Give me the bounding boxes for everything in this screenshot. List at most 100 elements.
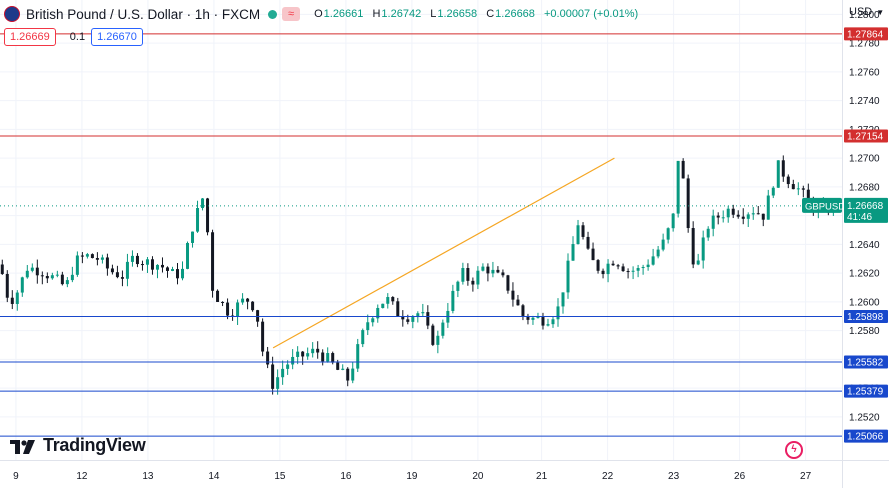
candle-body	[306, 353, 310, 357]
current-price-label: 1.26668	[847, 201, 884, 212]
candle-body	[130, 255, 134, 262]
candle-body	[326, 353, 330, 362]
candle-body	[486, 266, 490, 274]
candle-body	[226, 302, 230, 316]
close-value: 1.26668	[495, 8, 535, 20]
x-tick-label: 13	[142, 471, 154, 482]
candle-body	[751, 213, 755, 215]
candle-body	[241, 298, 245, 303]
y-tick-label: 1.2780	[849, 39, 880, 50]
x-tick-label: 16	[340, 471, 352, 482]
candle-body	[401, 316, 405, 320]
candle-body	[581, 225, 585, 237]
candle-body	[181, 268, 185, 279]
y-tick-label: 1.2620	[849, 269, 880, 280]
symbol-tag	[802, 197, 842, 213]
candle-body	[806, 189, 810, 200]
candle-body	[566, 260, 570, 293]
countdown-label: 41:46	[847, 212, 872, 223]
candle-body	[291, 356, 295, 365]
candle-body	[336, 362, 340, 370]
symbol-title[interactable]: British Pound / U.S. Dollar · 1h · FXCM	[26, 6, 261, 22]
support-level-label: 1.25898	[847, 312, 884, 323]
ohlc-values: O1.26661 H1.26742 L1.26658 C1.26668 +0.0…	[314, 8, 639, 20]
candle-body	[135, 255, 139, 265]
y-tick-label: 1.2640	[849, 240, 880, 251]
candle-body	[30, 267, 34, 271]
wave-badge-icon[interactable]: ≈	[282, 7, 301, 21]
support-level-label: 1.25066	[847, 432, 884, 443]
candle-body	[666, 228, 670, 240]
candle-body	[391, 297, 395, 302]
candle-body	[536, 317, 540, 319]
support-level-tag	[844, 355, 888, 369]
candle-body	[411, 317, 415, 322]
candle-body	[25, 270, 29, 278]
y-tick-label: 1.2700	[849, 154, 880, 165]
resistance-level-label: 1.27154	[847, 132, 884, 143]
x-tick-label: 22	[602, 471, 614, 482]
candle-body	[165, 267, 169, 271]
candle-body	[526, 315, 530, 320]
buy-button[interactable]: 1.26670	[91, 28, 143, 46]
candle-body	[236, 302, 240, 317]
candle-body	[366, 322, 370, 331]
sell-button[interactable]: 1.26669	[4, 28, 56, 46]
candle-body	[641, 267, 645, 269]
y-tick-label: 1.2520	[849, 412, 880, 423]
candle-body	[656, 249, 660, 257]
candle-body	[686, 178, 690, 229]
candle-body	[301, 351, 305, 357]
candle-body	[176, 269, 180, 279]
candle-body	[691, 228, 695, 265]
candle-body	[120, 277, 124, 279]
candle-body	[781, 160, 785, 177]
candle-body	[661, 239, 665, 250]
candle-body	[501, 272, 505, 276]
candle-body	[451, 290, 455, 311]
candle-body	[456, 281, 460, 291]
candle-body	[281, 368, 285, 378]
candle-body	[386, 297, 390, 304]
candle-body	[95, 258, 99, 260]
candle-body	[150, 259, 154, 270]
candle-body	[105, 257, 109, 269]
candle-body	[191, 231, 195, 243]
candle-body	[776, 160, 780, 188]
candle-body	[551, 319, 555, 325]
candle-body	[801, 188, 805, 190]
candle-body	[15, 292, 19, 304]
symbol-tag-label: GBPUSD	[805, 201, 845, 212]
candle-body	[266, 351, 270, 365]
candle-body	[576, 225, 580, 245]
change-value: +0.00007 (+0.01%)	[543, 8, 639, 20]
candle-body	[361, 330, 365, 345]
currency-selector[interactable]: USD ▼	[849, 6, 884, 18]
y-tick-label: 1.2580	[849, 326, 880, 337]
candle-body	[636, 268, 640, 271]
candle-body	[631, 270, 635, 272]
candle-body	[746, 214, 750, 219]
candle-body	[491, 269, 495, 274]
candle-body	[221, 301, 225, 303]
tradingview-logo[interactable]: TradingView	[10, 435, 146, 456]
candle-body	[716, 215, 720, 218]
low-value: 1.26658	[437, 8, 478, 20]
candle-body	[466, 268, 470, 281]
candle-body	[796, 188, 800, 190]
candle-body	[766, 195, 770, 220]
y-tick-label: 1.2600	[849, 297, 880, 308]
candle-body	[496, 269, 500, 273]
candle-body	[626, 271, 630, 273]
candle-body	[586, 236, 590, 249]
support-level-tag	[844, 310, 888, 324]
candle-body	[736, 214, 740, 217]
candle-body	[416, 313, 420, 318]
support-level-tag	[844, 384, 888, 398]
candle-body	[115, 272, 119, 278]
candle-body	[216, 290, 220, 302]
ideas-lightning-icon[interactable]: ϟ	[785, 441, 803, 459]
gbp-flag-icon	[4, 6, 20, 22]
